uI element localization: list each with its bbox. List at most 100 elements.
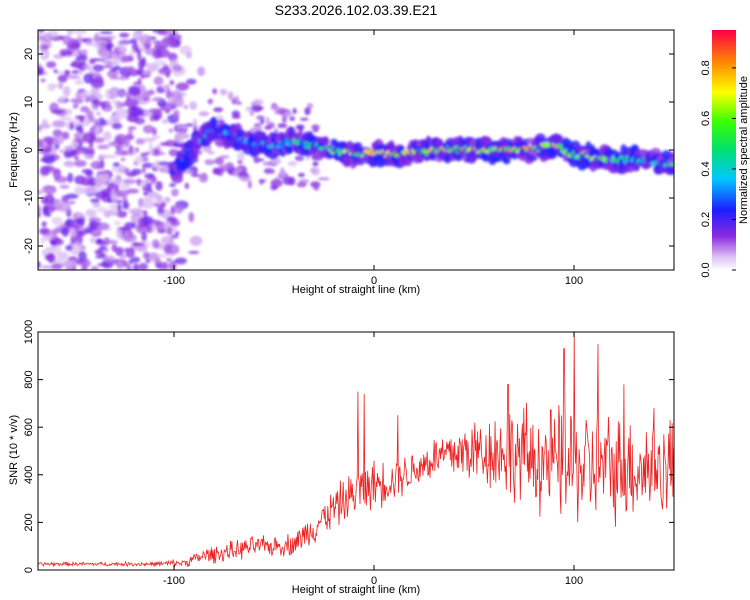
heatmap-noise-cell	[67, 172, 74, 183]
heatmap-noise-cell	[183, 104, 188, 110]
heatmap-noise-cell	[126, 54, 134, 62]
heatmap-noise-cell	[212, 88, 218, 95]
heatmap-noise-cell	[161, 119, 170, 124]
heatmap-noise-cell	[75, 185, 81, 194]
heatmap-noise-cell	[92, 137, 105, 144]
heatmap-noise-cell	[305, 156, 310, 161]
heatmap-noise-cell	[170, 219, 181, 227]
heatmap-noise-cell	[278, 170, 287, 178]
heatmap-noise-cell	[57, 74, 68, 83]
heatmap-noise-cell	[144, 173, 155, 179]
heatmap-noise-cell	[136, 177, 141, 187]
heatmap-noise-cell	[42, 185, 55, 192]
heatmap-noise-cell	[59, 116, 72, 121]
heatmap-noise-cell	[153, 76, 164, 86]
snr-ytick-label: 0	[23, 567, 35, 573]
colorbar-ticks: 0.0 0.2 0.4 0.6 0.8	[700, 60, 736, 278]
heatmap-noise-cell	[168, 128, 174, 133]
heatmap-noise-cell	[313, 184, 320, 191]
heatmap-xtick-label: -100	[163, 275, 185, 287]
heatmap-noise-cell	[102, 64, 114, 69]
heatmap-noise-cell	[241, 178, 248, 183]
heatmap-noise-cell	[168, 52, 178, 62]
heatmap-noise-cell	[130, 106, 143, 117]
heatmap-noise-cell	[88, 217, 102, 223]
heatmap-noise-cell	[237, 152, 245, 161]
heatmap-noise-cell	[119, 32, 130, 38]
heatmap-noise-cell	[141, 166, 146, 174]
heatmap-noise-cell	[282, 176, 293, 185]
heatmap-noise-cell	[137, 50, 142, 61]
heatmap-noise-cell	[60, 52, 67, 57]
heatmap-noise-cell	[142, 251, 150, 260]
heatmap-noise-cell	[98, 154, 113, 159]
heatmap-noise-cell	[157, 213, 164, 217]
heatmap-noise-cell	[82, 132, 96, 144]
heatmap-noise-cell	[63, 69, 71, 77]
colorbar-gradient	[712, 30, 736, 270]
heatmap-noise-cell	[123, 233, 137, 243]
heatmap-noise-cell	[115, 100, 123, 110]
heatmap-noise-cell	[173, 204, 184, 214]
heatmap-noise-cell	[126, 65, 136, 74]
heatmap-noise-cell	[173, 109, 180, 119]
heatmap-noise-cell	[69, 122, 74, 131]
heatmap-noise-cell	[175, 40, 180, 46]
heatmap-noise-cell	[72, 103, 79, 109]
heatmap-noise-cell	[110, 53, 118, 60]
snr-ytick-label: 1000	[23, 320, 35, 344]
heatmap-noise-cell	[58, 95, 66, 103]
heatmap-noise-cell	[130, 38, 138, 45]
heatmap-noise-cell	[83, 73, 94, 84]
heatmap-noise-cell	[128, 86, 141, 97]
heatmap-noise-cell	[81, 149, 95, 155]
snr-ytick-label: 400	[23, 466, 35, 484]
snr-xtick-label: -100	[163, 575, 185, 587]
heatmap-noise-cell	[174, 257, 187, 265]
snr-xlabel: Height of straight line (km)	[292, 584, 420, 596]
heatmap-noise-cell	[128, 145, 134, 155]
heatmap-noise-cell	[165, 88, 172, 100]
heatmap-noise-cell	[65, 244, 73, 251]
heatmap-noise-cell	[171, 188, 179, 197]
heatmap-noise-cell	[179, 92, 188, 96]
heatmap-noise-cell	[186, 123, 194, 127]
heatmap-noise-cell	[317, 177, 330, 181]
heatmap-noise-cell	[157, 229, 167, 234]
heatmap-noise-cell	[146, 63, 158, 73]
heatmap-noise-cell	[157, 30, 169, 36]
heatmap-noise-cell	[61, 131, 70, 140]
heatmap-noise-cell	[111, 243, 118, 253]
heatmap-noise-cell	[142, 210, 148, 217]
heatmap-noise-cell	[81, 168, 93, 174]
heatmap-noise-cell	[111, 59, 121, 66]
heatmap-noise-cell	[90, 87, 101, 94]
heatmap-noise-cell	[131, 168, 142, 176]
heatmap-noise-cell	[296, 181, 307, 188]
heatmap-ridge-cell	[272, 150, 281, 157]
heatmap-noise-cell	[175, 82, 190, 91]
heatmap-noise-cell	[46, 61, 57, 69]
heatmap-noise-cell	[299, 117, 309, 121]
heatmap-noise-cell	[251, 104, 263, 113]
heatmap-noise-cell	[104, 35, 117, 40]
heatmap-noise-cell	[138, 59, 145, 70]
heatmap-noise-cell	[129, 49, 136, 56]
heatmap-noise-cell	[41, 235, 52, 241]
heatmap-noise-cell	[106, 70, 119, 78]
heatmap-noise-cell	[102, 131, 112, 141]
heatmap-noise-cell	[247, 180, 252, 189]
heatmap-noise-cell	[178, 127, 183, 133]
heatmap-noise-cell	[124, 248, 132, 253]
heatmap-noise-cell	[99, 31, 113, 35]
heatmap-noise-cell	[216, 115, 224, 120]
heatmap-noise-cell	[59, 184, 70, 189]
heatmap-noise-cell	[153, 59, 167, 67]
heatmap-noise-cell	[80, 90, 92, 98]
heatmap-noise-cell	[62, 35, 73, 46]
heatmap-noise-cell	[88, 58, 96, 65]
heatmap-noise-cell	[38, 66, 45, 73]
heatmap-noise-cell	[80, 106, 90, 113]
heatmap-noise-cell	[84, 96, 90, 103]
